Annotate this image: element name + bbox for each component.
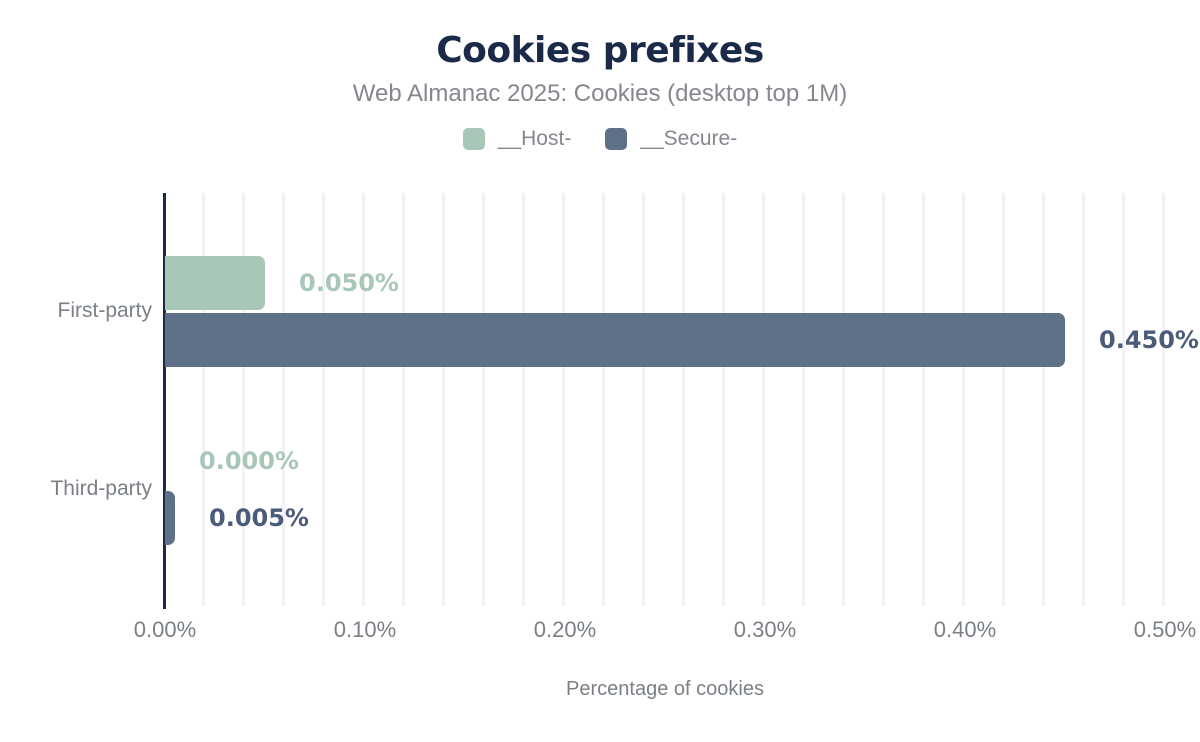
category-label-third-party: Third-party [50, 477, 152, 500]
bar-value-label: 0.050% [299, 268, 399, 297]
x-tick-label: 0.30% [733, 617, 797, 642]
x-axis-title: Percentage of cookies [566, 678, 764, 700]
x-tick-label: 0.00% [133, 617, 197, 642]
legend-item-secure[interactable]: __Secure- [605, 127, 737, 151]
bar-value-label: 0.450% [1099, 325, 1199, 354]
legend-item-host[interactable]: __Host- [462, 127, 572, 151]
legend-label-secure: __Secure- [640, 127, 738, 151]
plot-area [165, 193, 1165, 606]
x-tick-label: 0.40% [933, 617, 997, 642]
legend-swatch-secure-icon [605, 128, 628, 151]
bar-value-label: 0.000% [199, 446, 299, 475]
x-tick-label: 0.50% [1133, 617, 1197, 642]
x-tick-label: 0.10% [333, 617, 397, 642]
bar-secure--first-party [165, 312, 1065, 367]
chart-header: Cookies prefixes Web Almanac 2025: Cooki… [0, 0, 1200, 151]
legend: __Host- __Secure- [0, 127, 1200, 151]
chart-title: Cookies prefixes [436, 30, 764, 71]
legend-swatch-host-icon [462, 128, 485, 151]
category-label-first-party: First-party [57, 299, 153, 322]
bar-host--first-party [165, 255, 265, 310]
y-axis-line [163, 193, 166, 609]
x-tick-label: 0.20% [533, 617, 597, 642]
chart-subtitle: Web Almanac 2025: Cookies (desktop top 1… [352, 80, 848, 108]
legend-label-host: __Host- [497, 127, 572, 151]
bar-secure--third-party [165, 490, 175, 545]
bar-value-label: 0.005% [209, 503, 309, 532]
